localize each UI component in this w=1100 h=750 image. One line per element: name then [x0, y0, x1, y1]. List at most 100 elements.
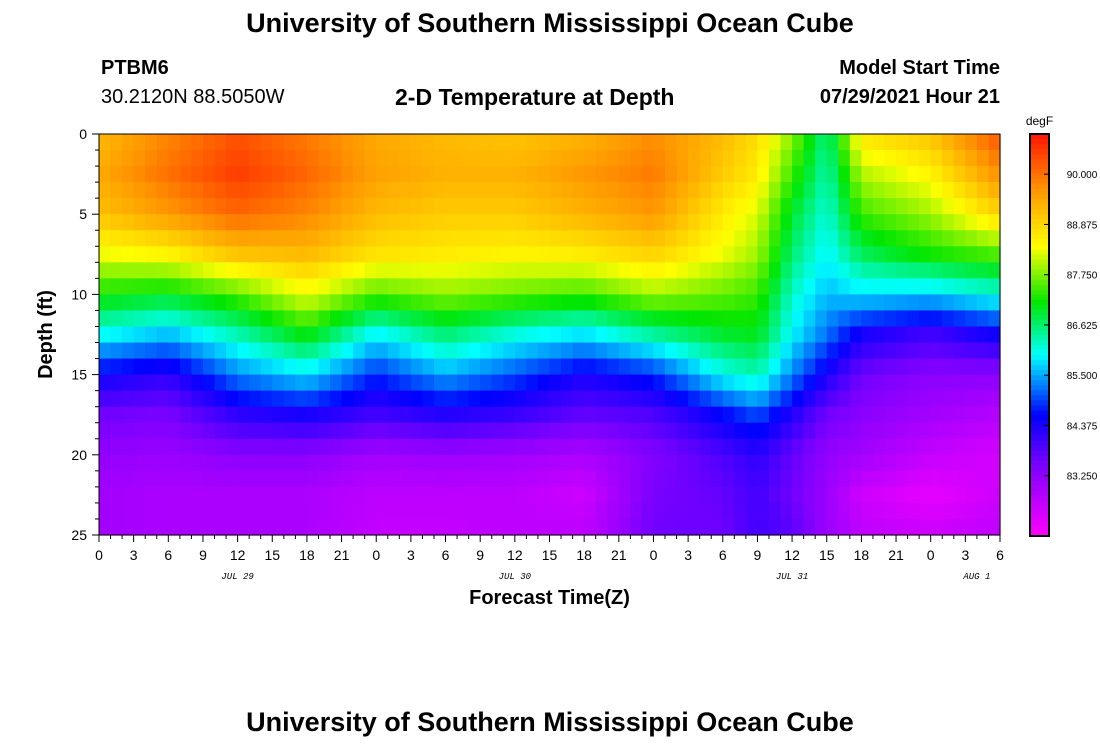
heatmap-cell	[191, 198, 204, 215]
heatmap-cell	[861, 230, 874, 247]
x-tick-label: 21	[611, 547, 627, 563]
colorbar-swatch	[1030, 495, 1049, 502]
heatmap-cell	[260, 486, 273, 504]
heatmap-cell	[214, 294, 227, 312]
heatmap-cell	[965, 422, 978, 440]
heatmap-cell	[965, 198, 978, 215]
heatmap-cell	[942, 294, 955, 312]
heatmap-cell	[179, 134, 193, 151]
heatmap-cell	[896, 198, 909, 215]
heatmap-cell	[665, 246, 678, 263]
heatmap-cell	[780, 326, 793, 344]
heatmap-cell	[99, 422, 112, 440]
heatmap-cell	[965, 326, 978, 344]
heatmap-cell	[249, 502, 262, 520]
heatmap-cell	[872, 342, 886, 360]
heatmap-cell	[722, 134, 735, 151]
heatmap-cell	[872, 406, 886, 424]
colorbar-swatch	[1030, 470, 1049, 477]
heatmap-cell	[734, 182, 747, 199]
heatmap-cell	[341, 406, 354, 424]
heatmap-cell	[722, 150, 735, 167]
colorbar-swatch	[1030, 134, 1049, 140]
heatmap-cell	[526, 358, 539, 376]
heatmap-cell	[491, 294, 504, 312]
heatmap-cell	[422, 214, 435, 231]
heatmap-cell	[145, 390, 158, 408]
heatmap-cell	[168, 422, 181, 440]
heatmap-cell	[630, 502, 643, 520]
heatmap-cell	[410, 134, 424, 151]
heatmap-cell	[792, 518, 805, 536]
heatmap-cell	[353, 294, 366, 312]
heatmap-cell	[595, 246, 608, 263]
heatmap-cell	[503, 310, 516, 328]
heatmap-cell	[468, 358, 481, 376]
heatmap-cell	[607, 518, 620, 536]
heatmap-cell	[595, 214, 608, 231]
heatmap-cell	[942, 310, 955, 328]
heatmap-cell	[803, 198, 816, 215]
heatmap-cell	[526, 374, 539, 392]
heatmap-cell	[584, 294, 597, 312]
heatmap-cell	[387, 198, 400, 215]
heatmap-cell	[214, 310, 227, 328]
heatmap-cell	[237, 310, 250, 328]
heatmap-cell	[202, 198, 216, 215]
heatmap-cell	[699, 502, 712, 520]
heatmap-cell	[283, 214, 296, 231]
heatmap-cell	[815, 342, 828, 360]
colorbar-swatch	[1030, 169, 1049, 175]
heatmap-cell	[561, 310, 574, 328]
heatmap-cell	[953, 342, 966, 360]
heatmap-cell	[561, 358, 574, 376]
heatmap-cell	[156, 150, 169, 167]
heatmap-cell	[607, 438, 620, 456]
heatmap-cell	[930, 374, 943, 392]
heatmap-cell	[561, 278, 574, 295]
heatmap-cell	[214, 326, 227, 344]
y-tick-label: 20	[71, 447, 87, 463]
heatmap-cell	[838, 326, 851, 344]
heatmap-cell	[688, 406, 701, 424]
heatmap-cell	[491, 486, 504, 504]
heatmap-cell	[214, 150, 227, 167]
heatmap-cell	[595, 262, 608, 279]
heatmap-cell	[433, 518, 447, 536]
heatmap-cell	[330, 326, 343, 344]
colorbar-swatch	[1030, 505, 1049, 512]
heatmap-cell	[249, 374, 262, 392]
heatmap-cell	[988, 422, 1001, 440]
heatmap-cell	[653, 198, 666, 215]
heatmap-cell	[919, 134, 932, 151]
heatmap-cell	[676, 278, 689, 295]
heatmap-cell	[584, 182, 597, 199]
heatmap-cell	[607, 390, 620, 408]
heatmap-cell	[849, 390, 862, 408]
heatmap-cell	[572, 214, 585, 231]
heatmap-cell	[572, 390, 585, 408]
heatmap-cell	[133, 134, 146, 151]
heatmap-cell	[306, 406, 320, 424]
heatmap-cell	[503, 342, 516, 360]
heatmap-cell	[688, 486, 701, 504]
heatmap-cell	[792, 454, 805, 472]
heatmap-cell	[665, 230, 678, 247]
heatmap-cell	[457, 198, 470, 215]
heatmap-cell	[641, 246, 655, 263]
heatmap-cell	[641, 342, 655, 360]
heatmap-cell	[480, 358, 493, 376]
heatmap-cell	[688, 294, 701, 312]
heatmap-cell	[572, 486, 585, 504]
heatmap-cell	[410, 454, 424, 472]
heatmap-cell	[618, 198, 631, 215]
heatmap-cell	[318, 246, 331, 263]
heatmap-cell	[387, 486, 400, 504]
heatmap-cell	[942, 502, 955, 520]
heatmap-cell	[838, 214, 851, 231]
heatmap-cell	[942, 246, 955, 263]
heatmap-cell	[549, 214, 562, 231]
heatmap-cell	[295, 262, 308, 279]
heatmap-cell	[306, 326, 320, 344]
colorbar-swatch	[1030, 214, 1049, 221]
